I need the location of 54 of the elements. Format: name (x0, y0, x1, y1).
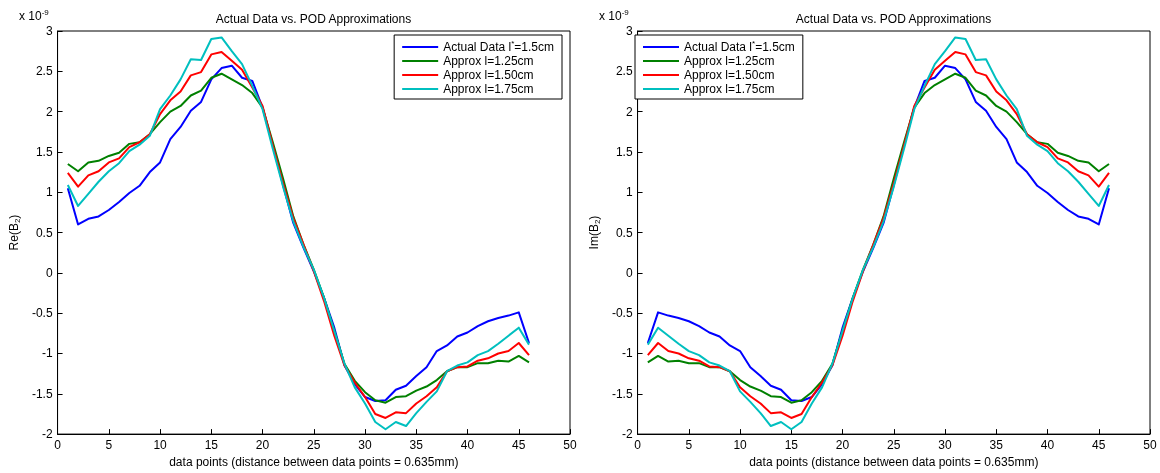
x-tick-label: 40 (1040, 438, 1055, 453)
legend-label: Approx l=1.50cm (443, 68, 534, 82)
y-tick-label: 0.5 (35, 225, 53, 240)
y-tick-label: 0 (625, 265, 633, 280)
chart-title: Actual Data vs. POD Approximations (795, 12, 992, 26)
x-tick-label: 35 (409, 438, 424, 453)
y-tick-label: 2.5 (615, 64, 633, 79)
x-tick-label: 40 (460, 438, 475, 453)
x-tick-label: 30 (358, 438, 373, 453)
x-tick-label: 35 (989, 438, 1004, 453)
legend-label: Actual Data l*=1.5cm (684, 38, 795, 54)
x-tick-label: 5 (105, 438, 113, 453)
y-tick-label: 3 (625, 24, 633, 38)
y-tick-label: -1.5 (31, 386, 53, 401)
x-tick-label: 10 (153, 438, 168, 453)
x-tick-label: 45 (512, 438, 526, 453)
y-tick-label: -0.5 (611, 306, 633, 321)
legend-label: Approx l=1.75cm (443, 82, 534, 96)
legend-label: Approx l=1.25cm (443, 54, 534, 68)
y-tick-label: -1 (41, 346, 53, 361)
x-tick-label: 50 (1143, 438, 1157, 453)
x-tick-label: 5 (685, 438, 693, 453)
legend-label: Approx l=1.75cm (684, 82, 775, 96)
y-tick-label: 1.5 (35, 144, 53, 159)
y-tick-label: 1 (625, 185, 633, 200)
x-axis-title: data points (distance between data points = 0.635mm) (169, 455, 459, 469)
y-tick-label: 3 (45, 24, 53, 38)
y-tick-label: 1 (45, 185, 53, 200)
x-tick-label: 25 (307, 438, 321, 453)
legend-label: Approx l=1.25cm (684, 54, 775, 68)
x-tick-label: 20 (255, 438, 270, 453)
x-tick-label: 15 (204, 438, 219, 453)
y-tick-label: -2 (621, 427, 633, 442)
x-axis-title: data points (distance between data points = 0.635mm) (749, 455, 1039, 469)
x-tick-label: 10 (733, 438, 748, 453)
y-tick-label: 0 (45, 265, 53, 280)
y-tick-label: 1.5 (615, 144, 633, 159)
x-tick-label: 50 (563, 438, 577, 453)
y-tick-label: 0.5 (615, 225, 633, 240)
chart-title: Actual Data vs. POD Approximations (215, 12, 412, 26)
x-tick-label: 25 (887, 438, 901, 453)
x-tick-label: 15 (784, 438, 799, 453)
legend-label: Actual Data l*=1.5cm (443, 38, 554, 54)
y-tick-label: -0.5 (31, 306, 53, 321)
x-tick-label: 45 (1092, 438, 1106, 453)
legend-label: Approx l=1.50cm (684, 68, 775, 82)
y-tick-label: 2 (625, 104, 633, 119)
y-tick-label: 2 (45, 104, 53, 119)
y-tick-label: 2.5 (35, 64, 53, 79)
x-tick-label: 20 (835, 438, 850, 453)
y-tick-label: -2 (41, 427, 53, 442)
x-tick-label: 30 (938, 438, 953, 453)
y-tick-label: -1 (621, 346, 633, 361)
y-tick-label: -1.5 (611, 386, 633, 401)
